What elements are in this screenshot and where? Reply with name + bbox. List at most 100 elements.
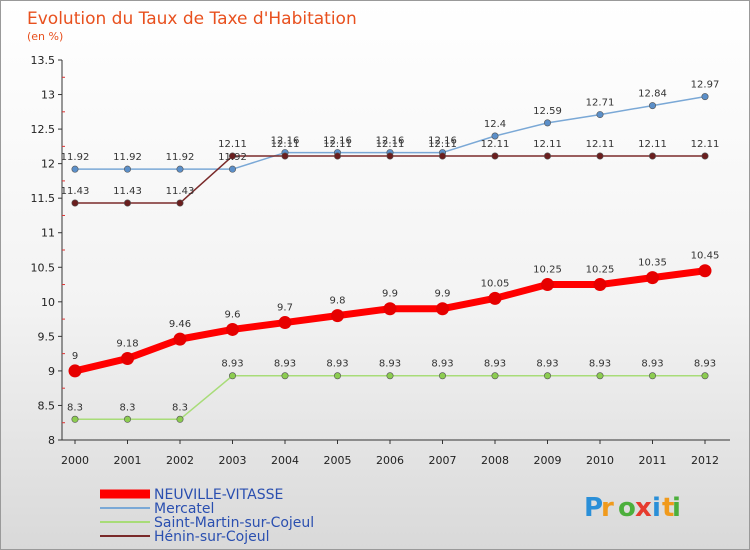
y-tick-label: 11.5 [31,192,56,205]
data-point [229,152,237,160]
data-label: 11.92 [113,152,142,163]
y-tick-label: 12 [41,158,55,171]
y-tick-label: 10.5 [31,261,56,274]
x-tick-label: 2003 [219,454,247,467]
data-label: 12.11 [323,139,352,150]
data-label: 9 [72,351,78,362]
data-label: 11.92 [218,152,247,163]
data-point [436,302,449,316]
data-point [488,291,502,305]
x-tick-label: 2007 [429,454,457,467]
x-tick-label: 2002 [166,454,194,467]
logo-letter: o [618,493,636,523]
data-point [333,372,341,380]
data-point [124,199,132,207]
data-point [491,152,499,160]
y-tick-label: 12.5 [31,123,56,136]
data-label: 12.16 [428,136,457,147]
data-label: 12.11 [691,139,720,150]
data-point [386,152,394,160]
legend-label: Mercatel [154,501,214,517]
data-label: 12.11 [533,139,562,150]
x-tick-label: 2005 [324,454,352,467]
data-label: 8.93 [694,359,716,370]
x-tick-label: 2008 [481,454,509,467]
logo-letter: t [662,493,674,523]
data-label: 12.11 [376,139,405,150]
data-label: 12.84 [638,89,667,100]
data-point [438,152,446,160]
y-tick-label: 13.5 [31,54,56,67]
logo-letter: x [635,493,652,523]
data-label: 8.93 [641,359,663,370]
data-label: 10.25 [586,265,615,276]
data-point [176,165,184,173]
legend-label: Saint-Martin-sur-Cojeul [154,515,314,531]
data-point [698,264,712,278]
data-point [278,316,292,330]
data-label: 10.25 [533,265,562,276]
data-label: 11.43 [113,186,142,197]
data-label: 10.05 [481,278,510,289]
data-label: 12.16 [323,136,352,147]
chart-subtitle: (en %) [27,30,63,43]
data-label: 9.18 [116,338,138,349]
series-line-2 [75,374,705,421]
data-point [646,271,659,285]
data-label: 8.93 [221,359,243,370]
data-point [331,309,344,323]
x-tick-label: 2004 [271,454,299,467]
data-point [596,152,604,160]
data-point [176,199,184,207]
data-point [71,165,79,173]
legend: NEUVILLE-VITASSEMercatelSaint-Martin-sur… [100,487,314,545]
data-label: 12.11 [481,139,510,150]
data-label: 9.8 [330,296,346,307]
data-label: 9.9 [382,289,398,300]
data-point [383,302,397,316]
x-tick-label: 2000 [61,454,89,467]
y-tick-label: 8.5 [38,399,56,412]
data-point [596,111,604,119]
y-tick-label: 9 [48,365,55,378]
data-label: 8.93 [274,359,296,370]
y-tick-label: 11 [41,227,55,240]
data-label: 8.3 [67,402,83,413]
data-label: 8.3 [120,402,136,413]
data-label: 10.45 [691,251,720,262]
data-label: 12.11 [586,139,615,150]
data-point [648,102,656,110]
data-label: 11.43 [61,186,90,197]
data-label: 12.11 [271,139,300,150]
legend-label: NEUVILLE-VITASSE [154,487,283,503]
data-point [229,165,237,173]
data-label: 9.6 [225,309,241,320]
data-label: 12.11 [428,139,457,150]
data-label: 9.7 [277,303,293,314]
data-label: 8.3 [172,402,188,413]
data-label: 12.59 [533,106,562,117]
logo-letter: P [584,493,603,523]
data-point [386,372,394,380]
data-point [438,372,446,380]
x-tick-label: 2006 [376,454,404,467]
logo-letter: i [652,493,661,523]
data-point [593,278,607,292]
data-point [543,119,551,127]
data-label: 8.93 [431,359,453,370]
data-label: 9.9 [435,289,451,300]
data-point [121,351,134,365]
data-point [124,165,132,173]
axes: 8 8.5 9 9.5 10 10.5 11 11.5 12 12.5 13 13.5 2000 2001… [31,54,730,467]
logo-letter: i [672,493,681,523]
data-point [543,372,551,380]
x-tick-label: 2011 [639,454,667,467]
data-label: 8.93 [379,359,401,370]
data-label: 8.93 [326,359,348,370]
data-point [491,132,499,140]
data-point [541,278,554,292]
data-point [68,364,82,378]
logo-letter: r [601,493,614,523]
